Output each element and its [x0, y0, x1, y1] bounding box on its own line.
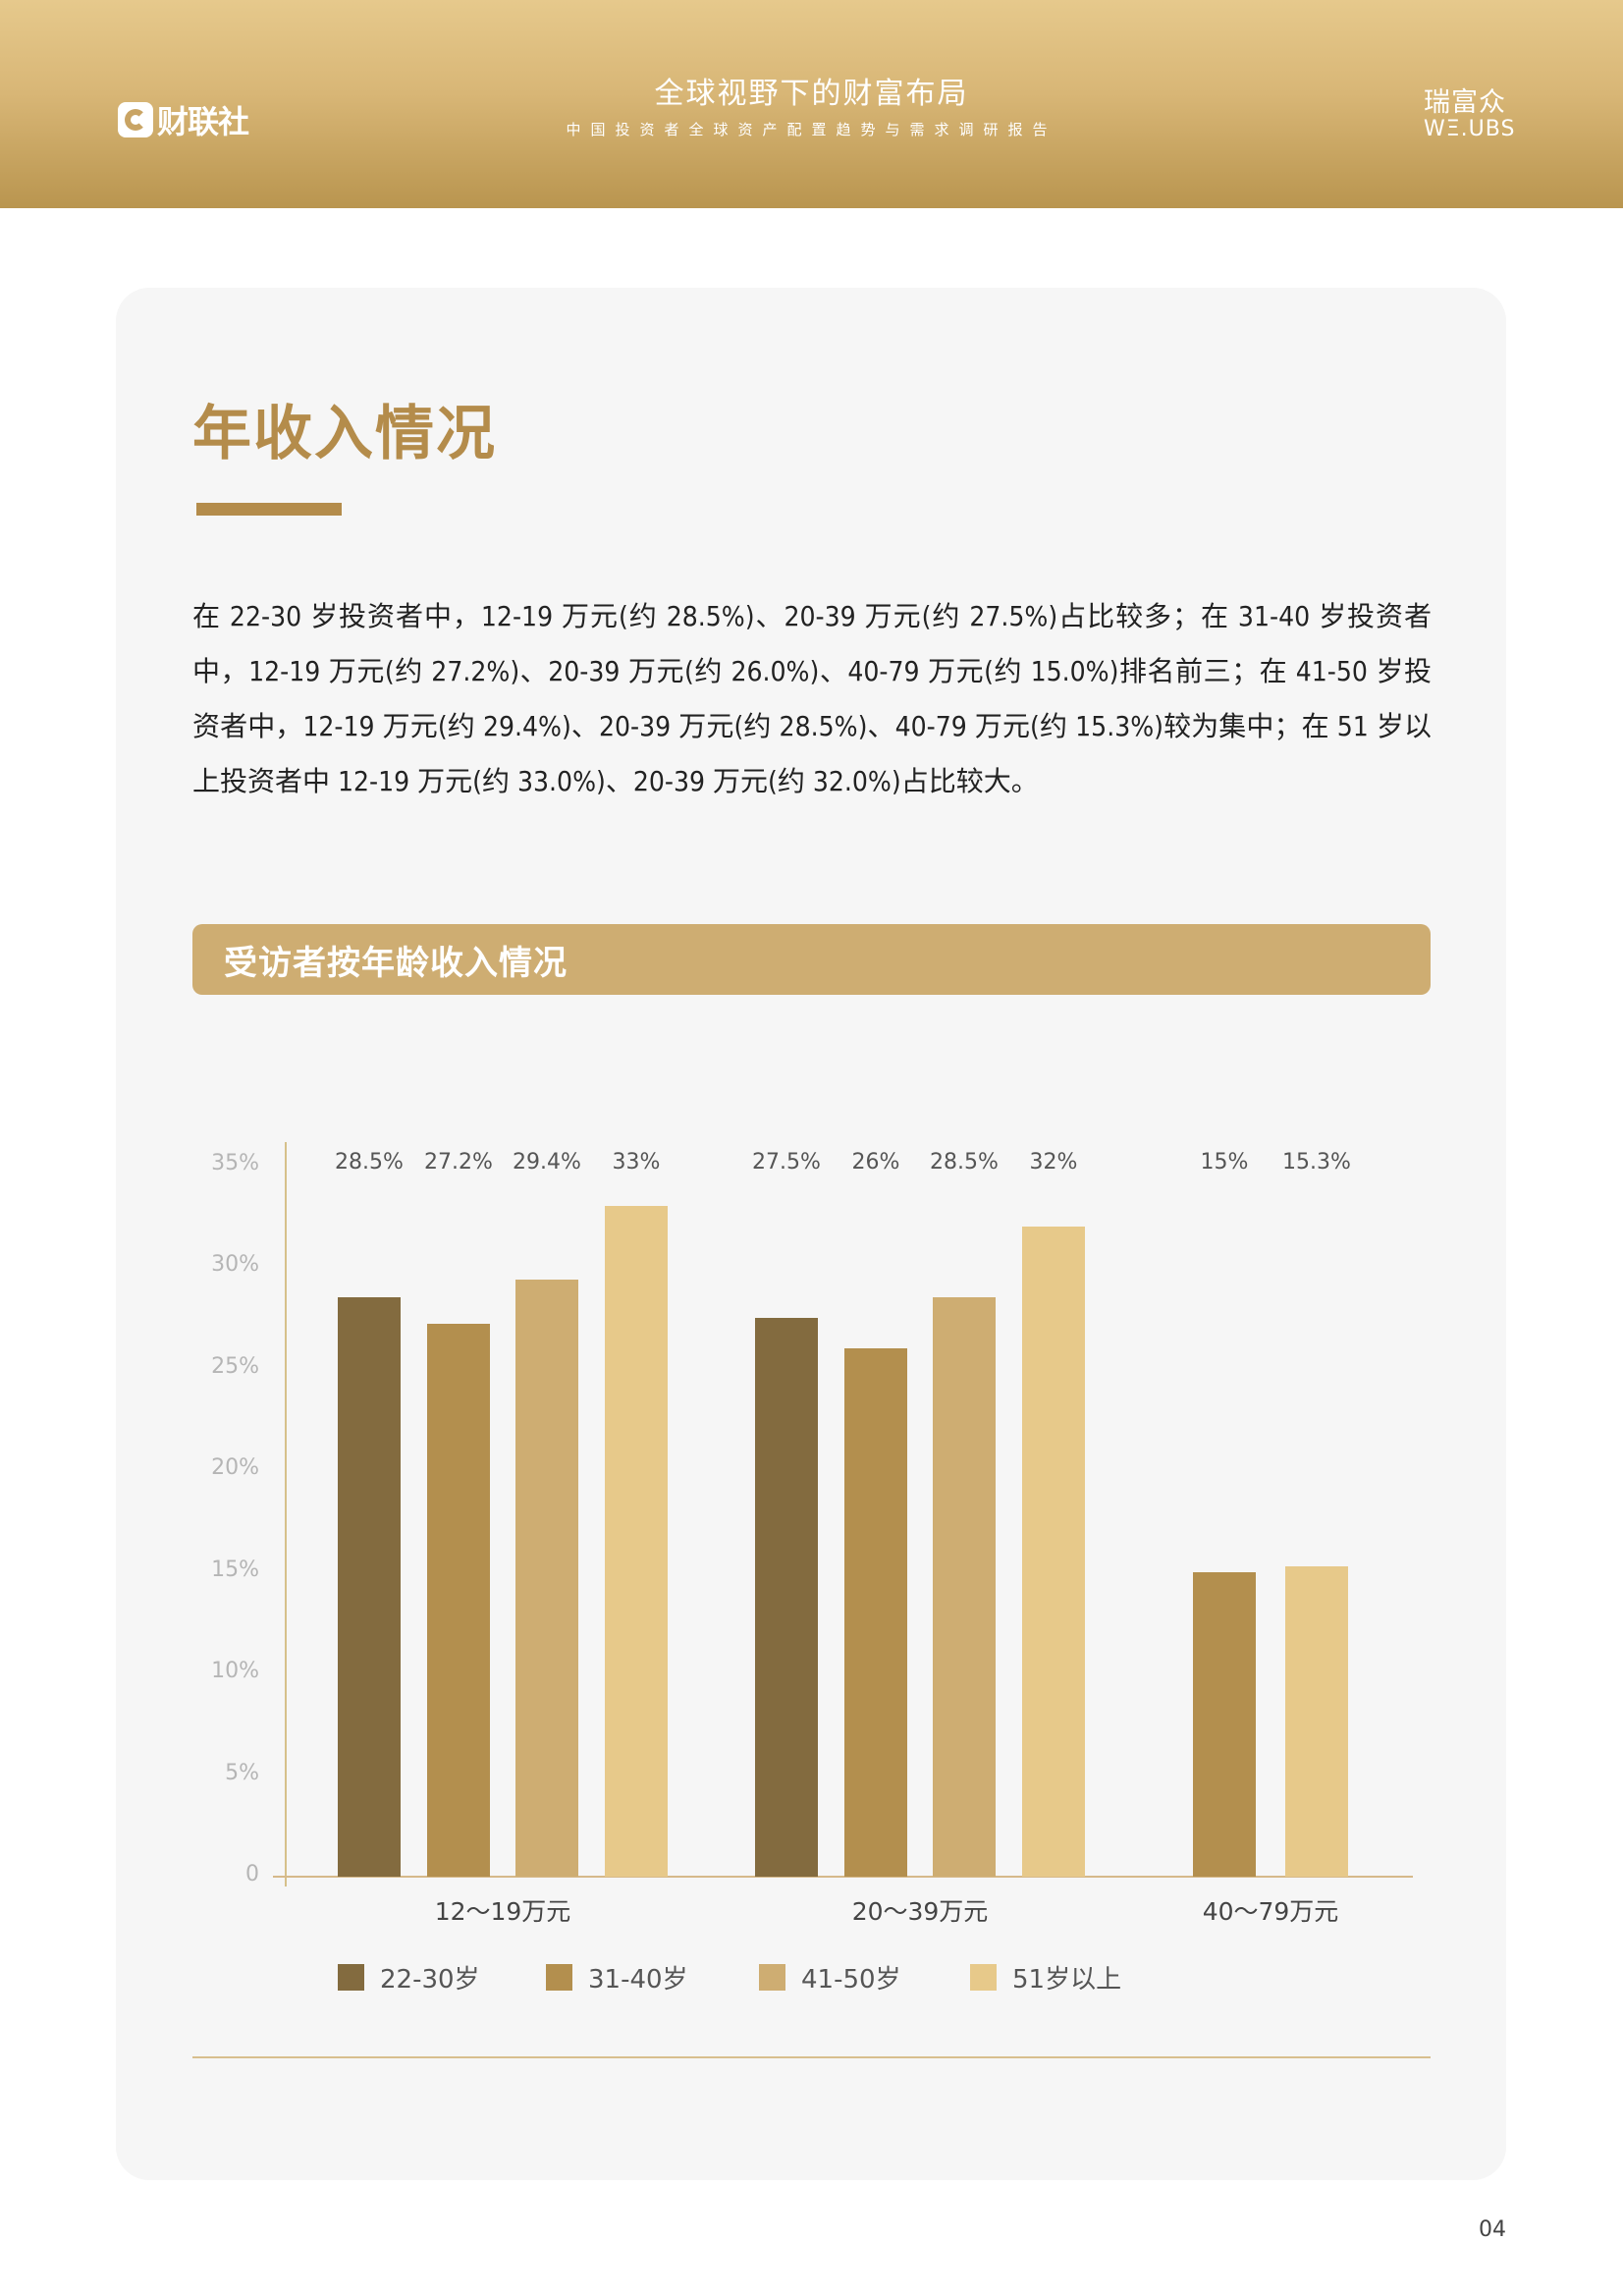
y-tick-label: 10% — [211, 1659, 259, 1684]
y-tick-label: 20% — [211, 1455, 259, 1481]
report-header: 财联社 全球视野下的财富布局 中国投资者全球资产配置趋势与需求调研报告 瑞富众 … — [0, 0, 1623, 208]
y-tick-label: 30% — [211, 1252, 259, 1278]
page-number: 04 — [1479, 2217, 1506, 2242]
bottom-divider — [192, 2056, 1431, 2058]
x-category-label: 40～79万元 — [1202, 1897, 1339, 1926]
bar-3-2 — [1193, 1571, 1256, 1877]
page-title: 年收入情况 — [192, 400, 497, 468]
bar-value-label: 27.5% — [752, 1150, 821, 1175]
logo-right-cn: 瑞富众 — [1424, 87, 1506, 118]
bar-value-label: 27.2% — [424, 1150, 493, 1175]
legend-item: 41-50岁 — [759, 1961, 901, 1995]
legend-swatch-icon — [970, 1963, 997, 1991]
bar-value-label: 33% — [612, 1150, 661, 1175]
x-axis — [273, 1876, 1413, 1878]
legend-item: 31-40岁 — [546, 1961, 688, 1995]
content-card — [116, 288, 1506, 2180]
x-category-label: 12～19万元 — [434, 1897, 571, 1926]
legend-label: 41-50岁 — [801, 1964, 901, 1995]
bar-1-2 — [427, 1324, 490, 1877]
y-tick-label: 25% — [211, 1353, 259, 1379]
report-subtitle: 中国投资者全球资产配置趋势与需求调研报告 — [566, 121, 1057, 138]
bar-2-1 — [755, 1318, 818, 1877]
header-titles: 全球视野下的财富布局 中国投资者全球资产配置趋势与需求调研报告 — [0, 75, 1623, 139]
legend-label: 31-40岁 — [588, 1964, 688, 1995]
bar-value-label: 32% — [1029, 1150, 1078, 1175]
weubs-logo: 瑞富众 WΞ.UBS — [1424, 88, 1515, 141]
body-paragraph: 在 22-30 岁投资者中，12-19 万元(约 28.5%)、20-39 万元… — [192, 600, 1432, 797]
bar-2-2 — [844, 1348, 907, 1877]
report-title: 全球视野下的财富布局 — [654, 77, 969, 111]
legend-label: 51岁以上 — [1012, 1964, 1122, 1995]
y-axis — [285, 1142, 287, 1886]
bar-value-label: 26% — [851, 1150, 900, 1175]
bar-value-label: 28.5% — [930, 1150, 999, 1175]
logo-right-en: WΞ.UBS — [1424, 117, 1516, 141]
bar-3-4 — [1285, 1565, 1348, 1877]
bar-value-label: 28.5% — [335, 1150, 404, 1175]
bar-1-4 — [605, 1206, 668, 1877]
y-tick-label: 35% — [211, 1151, 259, 1175]
legend-swatch-icon — [759, 1963, 785, 1991]
legend-item: 22-30岁 — [338, 1961, 480, 1995]
y-tick-label: 5% — [225, 1760, 259, 1785]
title-underline — [196, 503, 342, 516]
bar-value-label: 29.4% — [513, 1150, 581, 1175]
legend-label: 22-30岁 — [380, 1964, 480, 1995]
bar-1-1 — [338, 1297, 401, 1877]
legend-swatch-icon — [338, 1963, 364, 1991]
section-title: 受访者按年龄收入情况 — [224, 943, 568, 983]
x-category-label: 20～39万元 — [851, 1897, 989, 1926]
bar-value-label: 15.3% — [1282, 1150, 1351, 1175]
c-logo-icon — [118, 102, 153, 137]
logo-left-text: 财联社 — [157, 103, 249, 140]
y-tick-label: 0 — [245, 1862, 259, 1886]
y-tick-label: 15% — [211, 1557, 259, 1582]
bar-2-4 — [1022, 1227, 1085, 1877]
section-header: 受访者按年龄收入情况 — [192, 924, 1431, 995]
bar-value-label: 15% — [1200, 1150, 1249, 1175]
legend-swatch-icon — [546, 1963, 572, 1991]
legend-item: 51岁以上 — [970, 1961, 1122, 1995]
bar-2-3 — [933, 1297, 996, 1877]
bar-1-3 — [515, 1279, 578, 1877]
cailianshe-logo: 财联社 — [118, 98, 249, 141]
